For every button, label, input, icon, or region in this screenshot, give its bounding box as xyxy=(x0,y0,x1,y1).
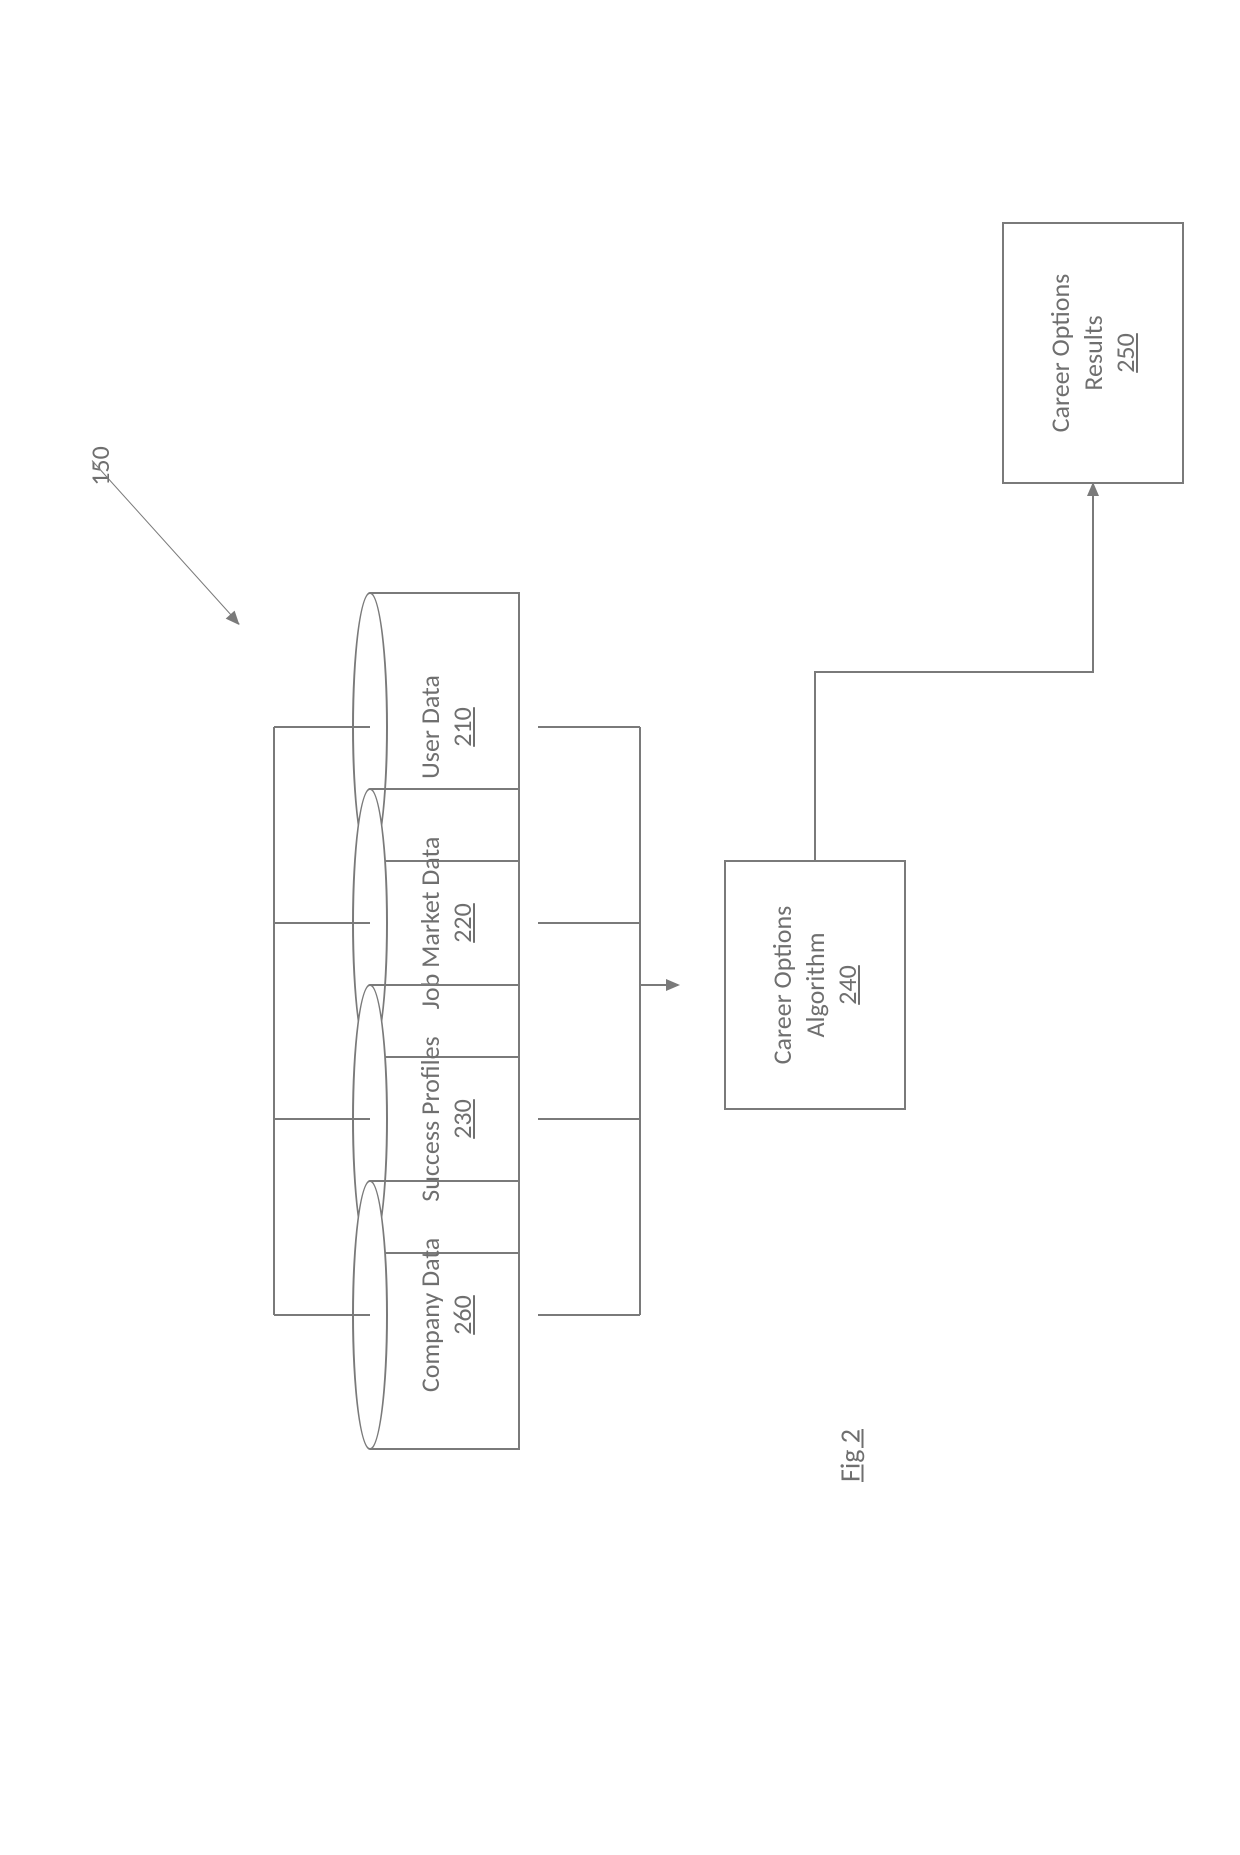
cylinder-number: 260 xyxy=(446,1295,479,1335)
cylinder-label: Success Profiles xyxy=(414,1036,447,1201)
cylinder-company-data: Company Data 260 xyxy=(370,1180,520,1450)
box-career-options-algorithm: Career Options Algorithm 240 xyxy=(724,860,906,1110)
cylinder-number: 230 xyxy=(446,1099,479,1139)
box-line1: Career Options xyxy=(766,906,799,1065)
box-line2: Algorithm xyxy=(799,933,832,1038)
figure-caption: Fig 2 xyxy=(833,1406,868,1506)
box-number: 250 xyxy=(1109,333,1142,373)
figure-ref-number: 150 xyxy=(84,426,116,506)
box-line1: Career Options xyxy=(1044,274,1077,433)
cylinder-label: Company Data xyxy=(414,1238,447,1392)
cylinder-label: User Data xyxy=(414,675,447,779)
box-line2: Results xyxy=(1077,315,1110,390)
cylinder-number: 210 xyxy=(446,707,479,747)
ref-pointer-arrow xyxy=(92,460,240,624)
diagram-canvas: 150 User Data 210 Job Market Data 220 Su… xyxy=(0,0,1240,1855)
cylinder-number: 220 xyxy=(446,903,479,943)
box-career-options-results: Career Options Results 250 xyxy=(1002,222,1184,484)
box-number: 240 xyxy=(831,965,864,1005)
